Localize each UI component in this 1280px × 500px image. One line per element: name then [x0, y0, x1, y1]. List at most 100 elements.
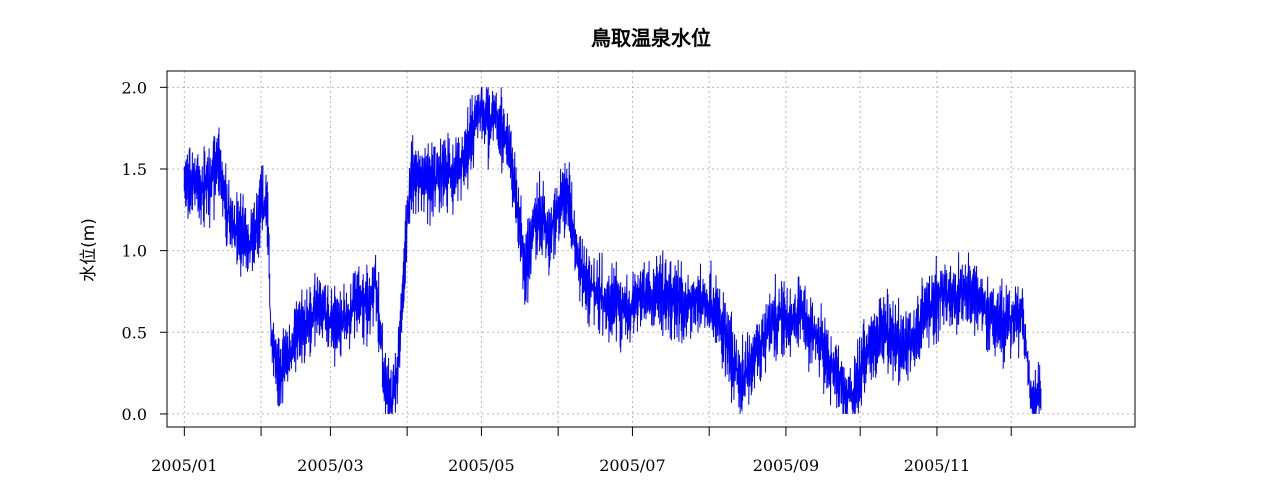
- x-tick-label: 2005/11: [904, 456, 970, 475]
- data-point: [267, 233, 270, 236]
- data-point: [923, 315, 926, 317]
- data-point: [913, 331, 916, 334]
- data-point: [337, 323, 339, 325]
- data-point: [480, 102, 483, 105]
- x-tick-label: 2005/07: [599, 456, 665, 475]
- data-point: [973, 298, 975, 301]
- data-point: [210, 181, 213, 183]
- y-tick-label: 2.0: [122, 78, 147, 97]
- data-point: [460, 160, 463, 162]
- data-point: [547, 241, 550, 244]
- data-point: [307, 323, 309, 325]
- data-point: [411, 168, 413, 170]
- data-point: [847, 396, 849, 399]
- data-point: [1002, 323, 1005, 325]
- data-point: [532, 217, 535, 219]
- data-point: [374, 282, 376, 285]
- data-point: [730, 355, 733, 358]
- data-point: [720, 323, 723, 325]
- data-point: [450, 176, 453, 178]
- x-axis: 2005/01 2005/03 2005/05 2005/07 2005/09 2005/…: [151, 427, 1012, 475]
- data-point: [554, 217, 557, 219]
- data-point: [525, 274, 527, 276]
- series-line: [183, 87, 1042, 414]
- data-point: [502, 135, 505, 138]
- data-point: [829, 364, 832, 366]
- x-tick-label: 2005/09: [753, 456, 819, 475]
- data-point: [257, 217, 260, 219]
- data-point: [710, 306, 713, 309]
- data-point: [903, 347, 906, 350]
- data-point: [431, 184, 433, 187]
- y-tick-label: 0.5: [122, 323, 147, 342]
- data-point: [250, 241, 252, 244]
- data-point: [200, 187, 203, 190]
- data-point: [933, 298, 936, 301]
- data-point: [894, 339, 896, 342]
- data-point: [488, 127, 490, 129]
- data-point: [193, 176, 196, 178]
- data-point: [1040, 388, 1042, 391]
- data-point: [698, 298, 701, 301]
- data-point: [379, 323, 381, 325]
- data-point: [819, 339, 822, 342]
- data-point: [356, 298, 359, 301]
- series-range-path: [183, 87, 1042, 414]
- data-point: [225, 209, 228, 211]
- y-tick-label: 0.0: [122, 405, 147, 424]
- data-point: [686, 306, 688, 309]
- data-point: [327, 315, 329, 317]
- data-point: [1020, 306, 1022, 309]
- data-point: [270, 339, 272, 342]
- data-point: [587, 282, 589, 285]
- data-point: [1035, 404, 1037, 407]
- data-point: [475, 119, 478, 121]
- data-point: [233, 225, 235, 227]
- data-point: [780, 315, 782, 317]
- data-point: [398, 347, 401, 350]
- data-point: [468, 143, 470, 146]
- data-point: [636, 290, 639, 293]
- data-point: [317, 306, 319, 309]
- data-point: [1030, 396, 1032, 399]
- data-point: [661, 290, 663, 293]
- data-point: [750, 364, 753, 366]
- data-point: [287, 355, 290, 358]
- data-point: [760, 339, 762, 342]
- data-point: [983, 306, 985, 309]
- data-point: [648, 298, 651, 301]
- chart-title: 鳥取温泉水位: [591, 26, 711, 50]
- data-point: [297, 331, 300, 334]
- data-point: [562, 192, 564, 195]
- data-point: [606, 306, 609, 309]
- data-point: [799, 306, 802, 309]
- data-point: [864, 355, 866, 358]
- data-point: [265, 200, 267, 203]
- data-point: [495, 111, 498, 113]
- data-point: [406, 217, 408, 219]
- data-point: [993, 315, 995, 317]
- data-point: [384, 388, 386, 391]
- series-layer: [183, 87, 1042, 414]
- data-point: [517, 217, 520, 219]
- y-axis-label: 水位(m): [79, 218, 99, 282]
- data-point: [809, 331, 812, 334]
- data-point: [391, 404, 394, 407]
- x-tick-label: 2005/03: [297, 456, 363, 475]
- y-tick-label: 1.0: [122, 242, 147, 261]
- data-point: [1025, 347, 1027, 350]
- data-point: [790, 323, 792, 325]
- data-point: [540, 209, 542, 211]
- data-point: [183, 184, 186, 187]
- data-point: [953, 298, 956, 301]
- data-point: [884, 331, 886, 334]
- data-point: [218, 160, 220, 162]
- data-point: [770, 323, 772, 325]
- plot-frame: [166, 70, 1136, 428]
- data-point: [963, 290, 965, 293]
- data-point: [577, 266, 579, 268]
- data-point: [421, 176, 423, 178]
- x-tick-label: 2005/05: [448, 456, 514, 475]
